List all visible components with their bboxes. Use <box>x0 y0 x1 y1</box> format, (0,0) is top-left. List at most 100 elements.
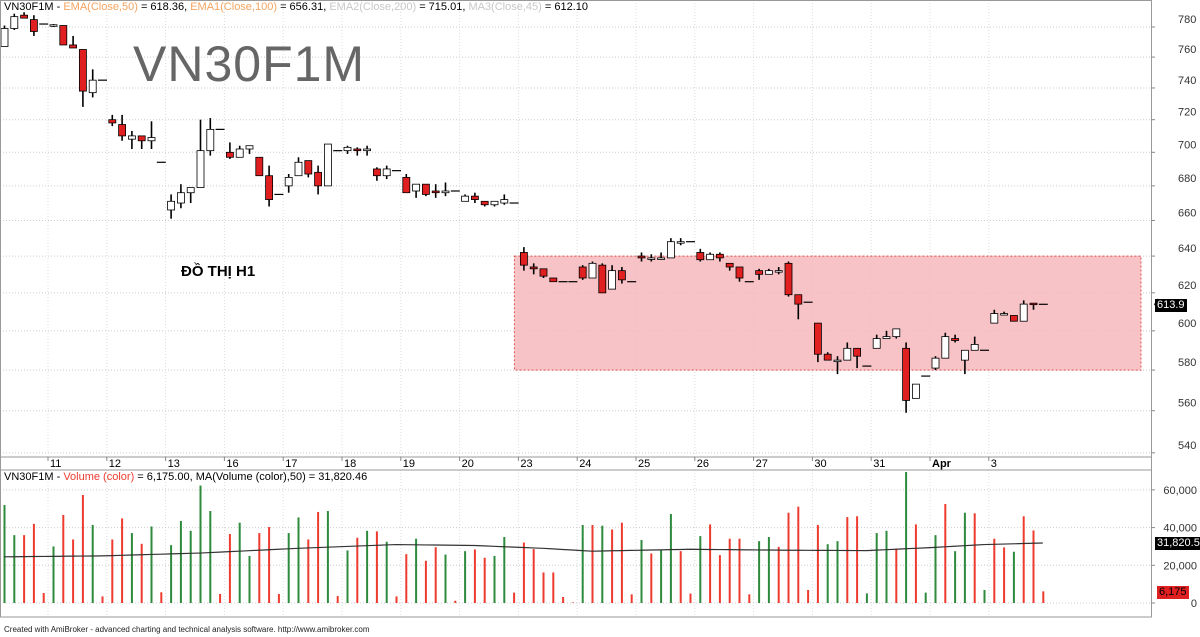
volume-bar <box>709 524 712 603</box>
volume-bar <box>738 538 741 603</box>
volume-bar <box>797 506 800 603</box>
candle <box>314 165 323 195</box>
candle-body <box>676 241 685 244</box>
volume-bar <box>983 589 986 603</box>
candle-body <box>520 252 528 266</box>
candle <box>265 165 274 207</box>
candle-body <box>872 338 881 349</box>
volume-bar <box>317 511 320 603</box>
date-label: 30 <box>814 458 826 470</box>
candle <box>765 268 773 275</box>
volume-bar <box>973 513 976 603</box>
candle <box>1000 311 1008 316</box>
legend-indicator-label: MA3(Close,45) <box>468 1 542 13</box>
date-label: 13 <box>168 458 180 470</box>
candle-body <box>667 241 675 259</box>
separator: - <box>53 471 64 483</box>
candle <box>755 268 763 280</box>
symbol: VN30F1M <box>4 1 54 13</box>
volume-bar <box>336 596 339 603</box>
candle-body <box>29 19 38 32</box>
volume-bar <box>170 545 173 603</box>
candle-body <box>0 28 9 47</box>
volume-bar <box>209 511 212 603</box>
volume-bar <box>52 546 55 603</box>
candle-body <box>235 148 244 158</box>
volume-bar <box>3 504 6 603</box>
volume-bar <box>503 537 506 603</box>
candle <box>833 356 842 375</box>
price-tick-label: 660 <box>1178 207 1196 219</box>
volume-bar <box>895 548 898 603</box>
candle <box>588 261 597 279</box>
candle-body <box>765 270 773 275</box>
candle-body <box>1000 313 1008 316</box>
candle <box>127 131 136 150</box>
volume-bar <box>287 533 290 603</box>
candle <box>69 35 77 49</box>
candle <box>872 334 881 349</box>
candle-body <box>647 257 656 260</box>
candle-body <box>186 187 195 194</box>
candle <box>725 262 734 271</box>
candle <box>667 238 675 259</box>
candle-body <box>882 336 891 339</box>
date-label: 23 <box>520 458 532 470</box>
volume-bar <box>111 539 114 603</box>
volume-bar <box>816 524 819 603</box>
candle-body <box>774 270 783 273</box>
candle <box>147 121 156 150</box>
candle <box>706 252 714 261</box>
candle <box>255 156 264 177</box>
candle <box>970 336 979 351</box>
candle <box>823 352 832 361</box>
candle-body <box>637 255 646 259</box>
legend-indicator-value: = 612.10 <box>541 1 588 13</box>
volume-bar <box>944 504 947 603</box>
volume-bar <box>434 547 437 603</box>
candle <box>20 12 29 19</box>
candle <box>402 174 411 194</box>
candle <box>951 334 959 343</box>
candle-body <box>1010 315 1018 322</box>
volume-last-badge: 6,175 <box>1157 586 1189 599</box>
candle <box>794 294 803 320</box>
candle <box>59 25 68 46</box>
volume-bar <box>748 594 751 603</box>
volume-bar <box>581 524 584 603</box>
candle-body <box>127 135 136 140</box>
volume-bar <box>777 546 780 603</box>
candle <box>343 145 352 154</box>
volume-bar <box>669 514 672 603</box>
date-label: 11 <box>50 458 61 470</box>
volume-bar <box>473 549 476 603</box>
candle <box>284 174 293 193</box>
candle <box>784 261 793 297</box>
candle-body <box>961 349 969 361</box>
candle-body <box>480 200 489 206</box>
volume-bar <box>179 521 182 603</box>
date-label: Apr <box>932 458 952 470</box>
annotation-text: ĐỒ THỊ H1 <box>181 263 256 280</box>
date-label: 18 <box>344 458 356 470</box>
volume-bar <box>228 534 231 603</box>
candle-body <box>255 156 264 177</box>
candle <box>696 248 705 262</box>
price-tick-label: 760 <box>1178 44 1196 56</box>
candle-body <box>1029 302 1038 306</box>
volume-bar <box>72 539 75 603</box>
date-label: 12 <box>109 458 121 470</box>
candle <box>10 13 19 30</box>
volume-bar <box>513 592 516 603</box>
price-tick-label: 780 <box>1178 14 1196 26</box>
candle-body <box>265 175 274 200</box>
candle <box>843 342 852 361</box>
candle-body <box>1019 303 1028 322</box>
candle-body <box>284 176 293 187</box>
candle <box>941 332 950 359</box>
candle <box>490 200 499 207</box>
volume-bar <box>728 538 731 603</box>
candle-body <box>108 119 117 124</box>
volume-tick-label: 40,000 <box>1163 523 1197 535</box>
candle <box>88 69 97 98</box>
